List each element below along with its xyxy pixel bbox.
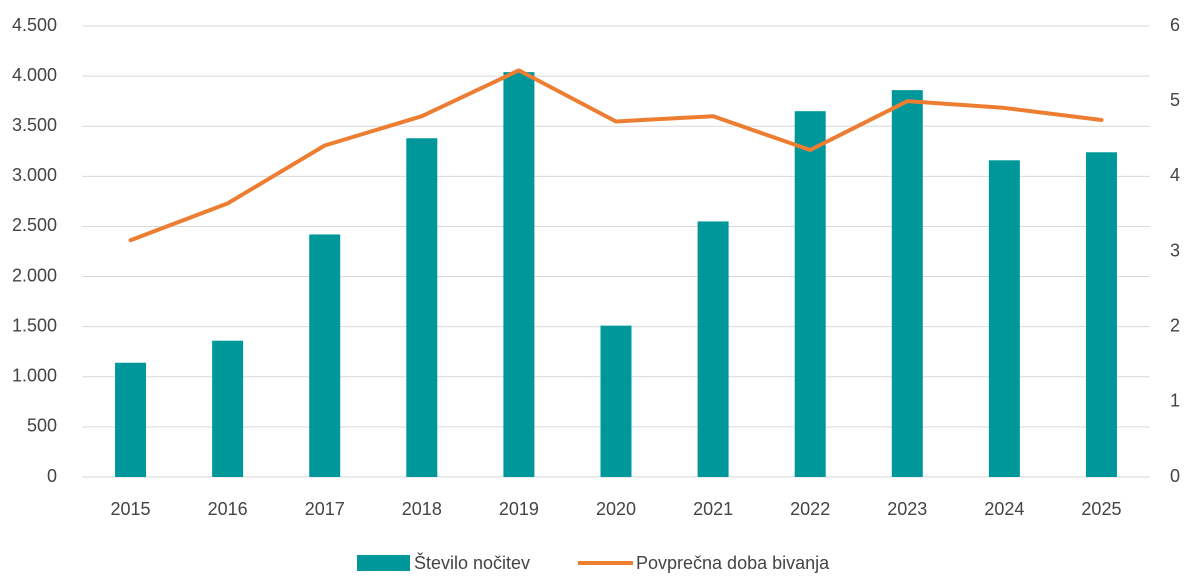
y2-tick-label: 4 — [1170, 165, 1180, 185]
bar — [988, 160, 1020, 477]
x-tick-label: 2024 — [984, 499, 1024, 519]
y-tick-label: 500 — [27, 416, 57, 436]
x-tick-label: 2017 — [305, 499, 345, 519]
bar — [115, 362, 147, 477]
y-tick-label: 4.000 — [12, 65, 57, 85]
y-tick-label: 4.500 — [12, 15, 57, 35]
x-tick-label: 2020 — [596, 499, 636, 519]
x-tick-label: 2018 — [402, 499, 442, 519]
bar — [406, 138, 438, 477]
x-tick-label: 2023 — [887, 499, 927, 519]
bar — [697, 221, 729, 477]
x-tick-label: 2025 — [1081, 499, 1121, 519]
bar — [309, 234, 341, 477]
legend-label: Povprečna doba bivanja — [636, 553, 830, 573]
y-tick-label: 1.500 — [12, 315, 57, 335]
y2-tick-label: 6 — [1170, 15, 1180, 35]
bar — [891, 90, 923, 478]
x-tick-label: 2019 — [499, 499, 539, 519]
bar — [503, 72, 535, 477]
x-tick-label: 2021 — [693, 499, 733, 519]
y-tick-label: 3.000 — [12, 165, 57, 185]
bar — [1085, 152, 1117, 477]
y-tick-label: 1.000 — [12, 366, 57, 386]
legend-label: Število nočitev — [414, 552, 530, 573]
bar — [794, 111, 826, 477]
x-tick-label: 2016 — [208, 499, 248, 519]
y-tick-label: 3.500 — [12, 115, 57, 135]
bar — [212, 340, 244, 477]
y2-tick-label: 0 — [1170, 466, 1180, 486]
y2-tick-label: 5 — [1170, 90, 1180, 110]
x-tick-label: 2015 — [111, 499, 151, 519]
y-tick-label: 0 — [47, 466, 57, 486]
y2-tick-label: 3 — [1170, 240, 1180, 260]
legend-swatch — [357, 555, 410, 571]
bar — [600, 325, 632, 477]
y2-tick-label: 2 — [1170, 315, 1180, 335]
x-tick-label: 2022 — [790, 499, 830, 519]
y-tick-label: 2.000 — [12, 265, 57, 285]
y-tick-label: 2.500 — [12, 215, 57, 235]
line — [128, 68, 1104, 243]
y2-tick-label: 1 — [1170, 391, 1180, 411]
